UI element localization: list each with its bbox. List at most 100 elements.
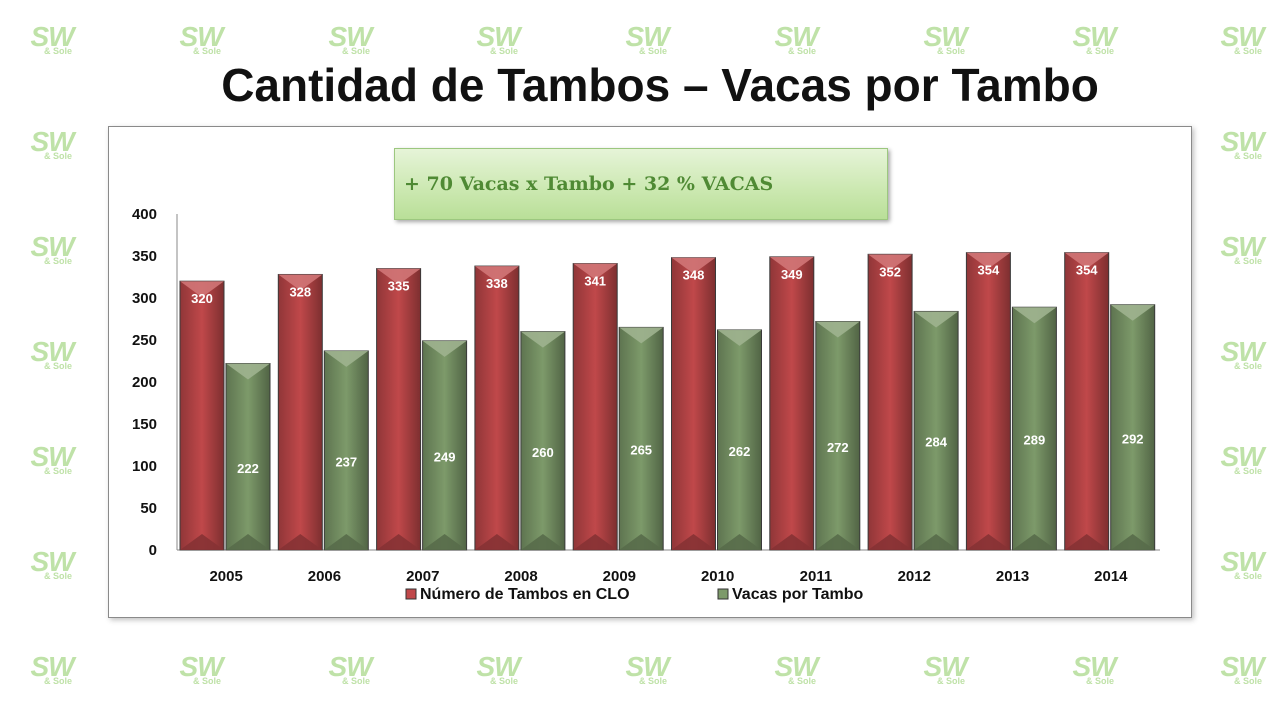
watermark-subtext: & Sole <box>936 676 965 686</box>
watermark-text: SW <box>30 126 74 157</box>
bar-tambos: 335 <box>376 268 422 551</box>
bar-body <box>474 265 520 551</box>
watermark-text: SW <box>1220 231 1264 262</box>
data-label: 249 <box>434 449 456 464</box>
bar-tambos: 341 <box>572 263 618 551</box>
bar-bevel-bottom <box>914 534 959 550</box>
y-tick-label: 300 <box>132 290 157 307</box>
watermark-text: SW <box>328 21 372 52</box>
legend-swatch <box>717 588 729 600</box>
y-tick-label: 350 <box>132 248 157 265</box>
legend-swatch <box>405 588 417 600</box>
bar-bevel-top <box>1110 304 1155 321</box>
bar-bevel-top <box>717 329 762 346</box>
bar-bevel-bottom <box>1012 534 1057 550</box>
bar-body <box>179 280 225 551</box>
watermark-logo: SW& Sole <box>24 547 80 587</box>
y-tick-label: 100 <box>132 458 157 475</box>
watermark-logo: SW& Sole <box>1214 547 1270 587</box>
watermark-text: SW <box>30 336 74 367</box>
bar-bevel-bottom <box>376 534 421 550</box>
watermark-logo: SW& Sole <box>24 337 80 377</box>
callout-box: + 70 Vacas x Tambo + 32 % VACAS <box>394 148 888 220</box>
data-label: 222 <box>237 461 259 476</box>
bar-bevel-top <box>226 363 270 380</box>
watermark-text: SW <box>476 651 520 682</box>
watermark-subtext: & Sole <box>1233 151 1262 161</box>
watermark-logo: SW& Sole <box>24 232 80 272</box>
watermark-subtext: & Sole <box>1233 676 1262 686</box>
bar-bevel-bottom <box>769 534 814 550</box>
bar-body <box>913 310 959 551</box>
bar-tambos: 338 <box>474 265 520 551</box>
bar-body <box>965 252 1011 551</box>
x-tick-label: 2006 <box>308 568 341 585</box>
bar-bevel-top <box>769 256 814 273</box>
watermark-logo: SW& Sole <box>1214 442 1270 482</box>
bar-bevel-bottom <box>717 534 762 550</box>
bar-bevel-bottom <box>966 534 1011 550</box>
watermark-subtext: & Sole <box>341 46 370 56</box>
watermark-logo: SW& Sole <box>470 22 526 62</box>
bar-tambos: 320 <box>179 280 225 551</box>
bar-bevel-bottom <box>619 534 664 550</box>
bar-bevel-top <box>815 321 860 338</box>
watermark-logo: SW& Sole <box>1214 337 1270 377</box>
data-label: 289 <box>1024 433 1046 448</box>
x-tick-label: 2005 <box>209 568 242 585</box>
bar-body <box>671 257 716 551</box>
watermark-logo: SW& Sole <box>322 22 378 62</box>
watermark-subtext: & Sole <box>341 676 370 686</box>
data-label: 328 <box>289 284 311 299</box>
watermark-text: SW <box>30 651 74 682</box>
data-label: 354 <box>978 263 1000 278</box>
watermark-text: SW <box>1220 126 1264 157</box>
data-label: 341 <box>584 274 606 289</box>
bar-vacas: 292 <box>1110 304 1156 551</box>
bar-body <box>225 363 271 551</box>
watermark-logo: SW& Sole <box>1214 22 1270 62</box>
bar-vacas: 237 <box>323 350 369 551</box>
bar-bevel-top <box>573 263 618 280</box>
bar-bevel-top <box>1064 252 1109 269</box>
legend-label: Número de Tambos en CLO <box>420 586 630 603</box>
bar-bevel-top <box>1012 307 1057 324</box>
watermark-text: SW <box>1072 21 1116 52</box>
watermark-text: SW <box>30 231 74 262</box>
watermark-text: SW <box>179 651 223 682</box>
y-tick-label: 250 <box>132 332 157 349</box>
watermark-logo: SW& Sole <box>917 652 973 692</box>
watermark-subtext: & Sole <box>787 676 816 686</box>
watermark-logo: SW& Sole <box>768 652 824 692</box>
y-tick-label: 200 <box>132 374 157 391</box>
bar-bevel-top <box>278 274 323 291</box>
bar-vacas: 260 <box>520 331 566 551</box>
watermark-logo: SW& Sole <box>619 22 675 62</box>
watermark-text: SW <box>1220 441 1264 472</box>
watermark-subtext: & Sole <box>936 46 965 56</box>
x-tick-label: 2011 <box>800 568 833 585</box>
bar-bevel-bottom <box>815 534 860 550</box>
data-label: 237 <box>335 454 357 469</box>
data-label: 284 <box>925 435 947 450</box>
bar-vacas: 222 <box>225 363 271 551</box>
watermark-subtext: & Sole <box>1085 676 1114 686</box>
watermark-subtext: & Sole <box>489 676 518 686</box>
bar-bevel-top <box>180 281 224 298</box>
watermark-text: SW <box>923 21 967 52</box>
bar-bevel-bottom <box>573 534 618 550</box>
watermark-logo: SW& Sole <box>322 652 378 692</box>
data-label: 262 <box>729 444 751 459</box>
watermark-logo: SW& Sole <box>24 22 80 62</box>
watermark-logo: SW& Sole <box>1214 232 1270 272</box>
watermark-subtext: & Sole <box>1085 46 1114 56</box>
x-tick-label: 2007 <box>406 568 439 585</box>
watermark-subtext: & Sole <box>43 571 72 581</box>
bar-bevel-bottom <box>474 534 519 550</box>
bar-body <box>1064 252 1110 551</box>
watermark-logo: SW& Sole <box>173 652 229 692</box>
bar-body <box>769 256 815 551</box>
watermark-subtext: & Sole <box>43 151 72 161</box>
data-label: 352 <box>879 264 901 279</box>
watermark-text: SW <box>625 651 669 682</box>
